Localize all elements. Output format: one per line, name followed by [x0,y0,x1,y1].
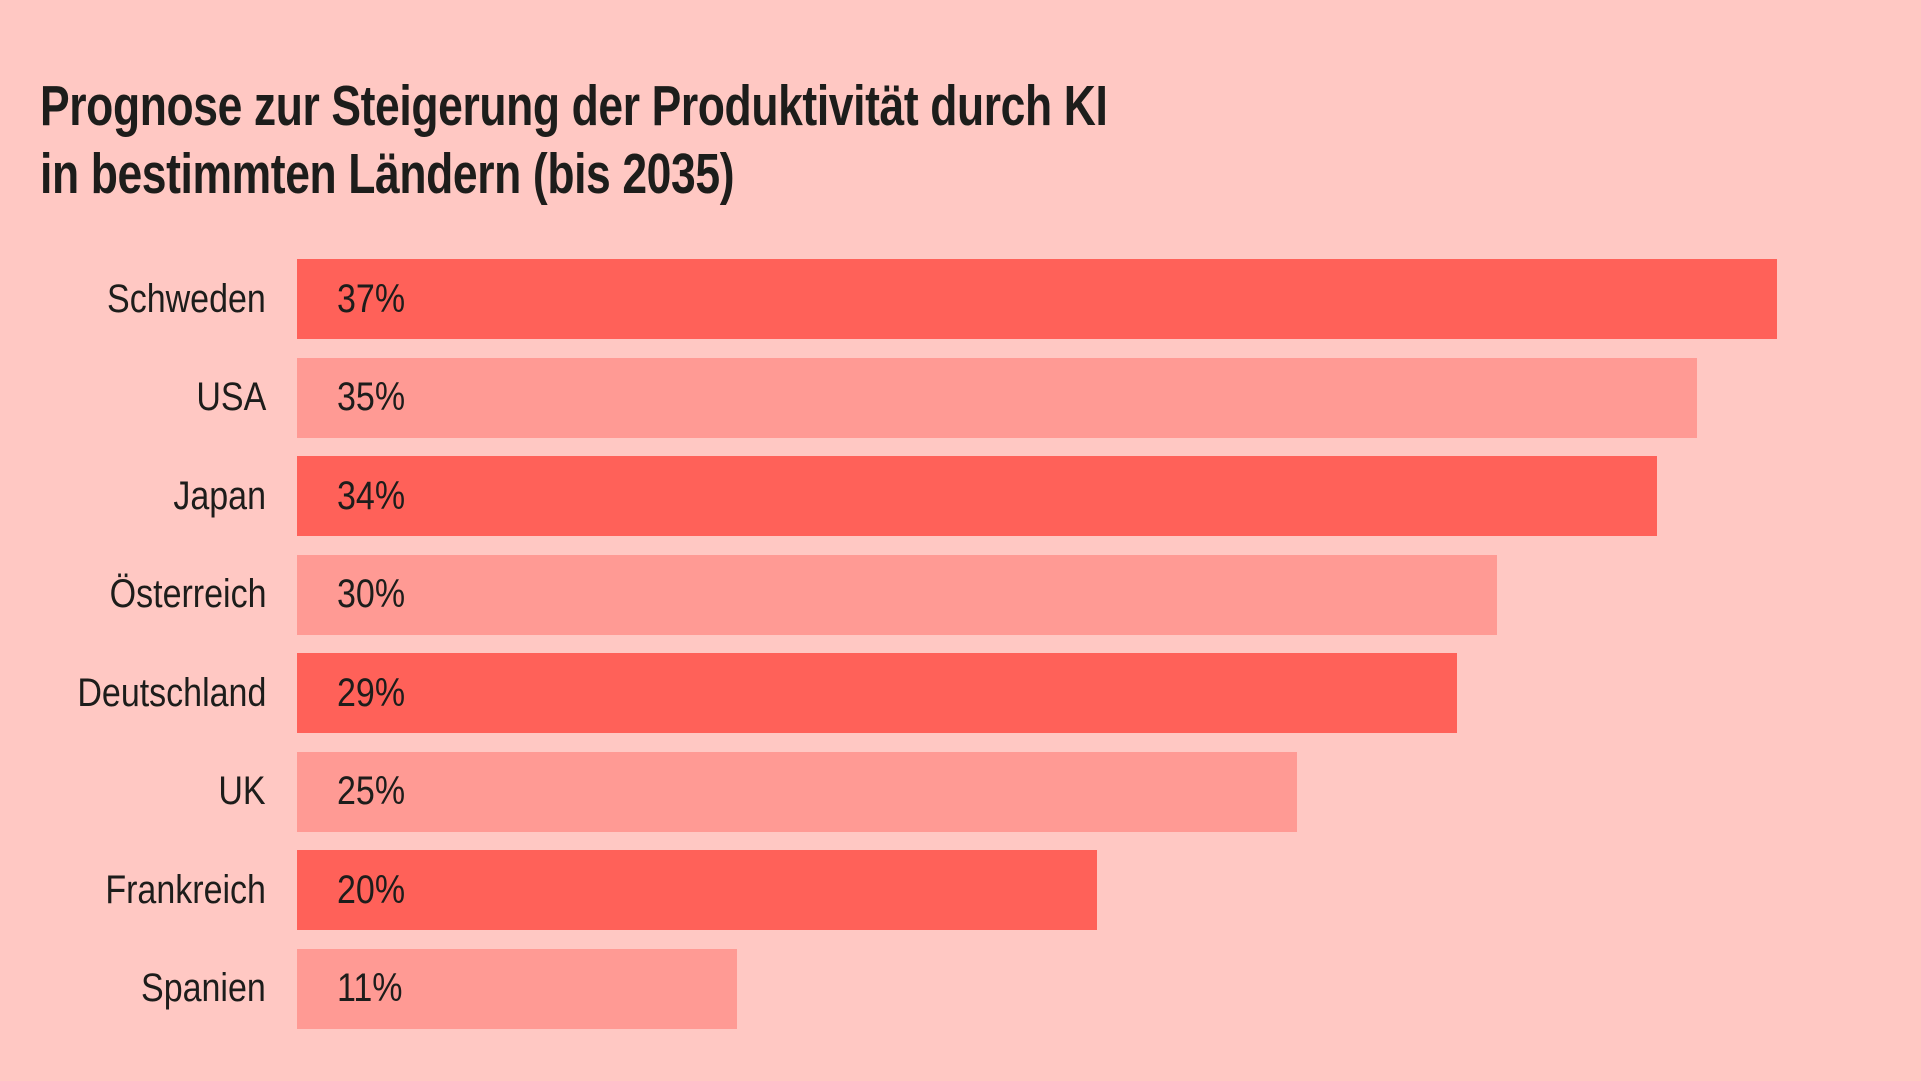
bar-row: UK 25% [0,751,1921,832]
chart-title: Prognose zur Steigerung der Produktivitä… [40,72,1108,208]
value-label-text: 37% [337,276,406,321]
bar: 37% [297,259,1777,339]
value-label-text: 11% [337,966,403,1010]
bar-row: Österreich 30% [0,554,1921,635]
category-label-text: USA [196,375,266,419]
bar: 30% [297,554,1497,635]
category-label-text: Deutschland [76,670,266,715]
bar-row: USA 35% [0,357,1921,438]
category-label-text: Frankreich [105,867,266,912]
value-label-text: 34% [337,473,406,518]
bar-row: Spanien 11% [0,948,1921,1029]
value-label: 35% [297,375,417,420]
category-label: USA [0,358,297,438]
bar: 29% [297,653,1457,733]
value-label: 37% [297,277,417,322]
value-label: 20% [297,868,417,913]
category-label: Spanien [0,949,297,1029]
category-label-text: Österreich [109,572,266,616]
value-label-text: 20% [337,867,406,912]
bar: 25% [297,751,1297,832]
category-label-text: Spanien [141,966,266,1010]
value-label: 34% [297,474,417,519]
bar: 20% [297,850,1097,930]
category-label: UK [0,752,297,832]
category-label-text: Japan [173,473,266,518]
value-label: 29% [297,671,417,716]
bar-row: Schweden 37% [0,259,1921,339]
bar: 34% [297,456,1657,536]
category-label: Frankreich [0,850,297,930]
bar-row: Deutschland 29% [0,653,1921,733]
value-label-text: 35% [337,375,406,419]
value-label: 25% [297,769,417,814]
chart-title-line1: Prognose zur Steigerung der Produktivitä… [40,74,1108,138]
value-label: 11% [297,966,414,1011]
value-label-text: 30% [337,572,406,616]
bar: 35% [297,357,1697,438]
category-label-text: UK [218,769,266,813]
category-label: Japan [0,456,297,536]
category-label: Deutschland [0,653,297,733]
value-label-text: 29% [337,670,406,715]
bar-row: Japan 34% [0,456,1921,536]
category-label: Schweden [0,259,297,339]
category-label: Österreich [0,555,297,635]
value-label: 30% [297,572,417,617]
bar-chart: Schweden 37% USA 35% Japan 34% Öste [0,259,1921,1029]
bar: 11% [297,948,737,1029]
category-label-text: Schweden [107,276,266,321]
chart-title-line2: in bestimmten Ländern (bis 2035) [40,142,735,206]
bar-row: Frankreich 20% [0,850,1921,930]
value-label-text: 25% [337,769,406,813]
